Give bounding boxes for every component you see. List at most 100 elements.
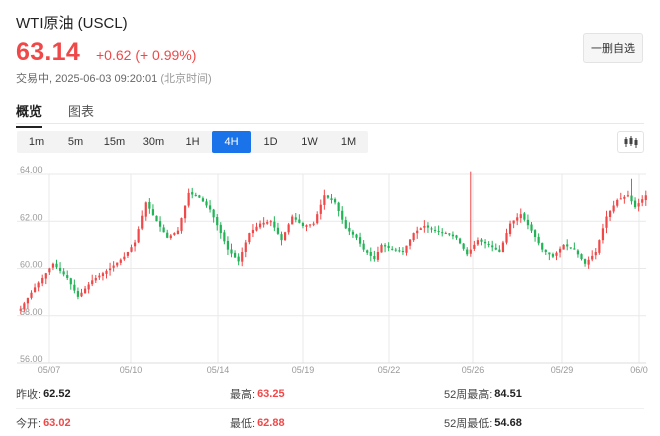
candle-body	[344, 220, 347, 229]
candle-body	[298, 219, 301, 223]
y-tick-label: 60.00	[20, 260, 43, 270]
status-datetime: 2025-06-03 09:20:01	[55, 73, 158, 85]
candle-body	[430, 228, 433, 230]
candle-body	[373, 255, 376, 260]
status-timezone: (北京时间)	[160, 73, 212, 85]
remove-watchlist-button[interactable]: 一删自选	[583, 33, 643, 63]
candle-body	[516, 217, 519, 221]
period-30m[interactable]: 30m	[142, 136, 165, 148]
candle-body	[112, 265, 115, 268]
candle-body	[526, 219, 530, 226]
candle-body	[91, 280, 94, 285]
period-1m[interactable]: 1m	[28, 136, 45, 148]
candle-body	[162, 227, 165, 233]
chart-type-button[interactable]	[617, 131, 644, 153]
candle-body	[137, 229, 140, 243]
candle-body	[594, 251, 597, 256]
candle-body	[251, 229, 255, 234]
candle-body	[26, 298, 30, 304]
period-5m[interactable]: 5m	[67, 136, 84, 148]
candle-body	[548, 252, 551, 255]
candle-body	[441, 232, 444, 234]
candle-body	[287, 224, 290, 233]
candle-body	[366, 250, 369, 253]
candle-body	[391, 248, 394, 250]
candle-body	[644, 195, 647, 201]
candle-body	[187, 192, 190, 206]
candle-body	[630, 195, 633, 202]
period-1d[interactable]: 1D	[263, 136, 278, 148]
candle-body	[244, 242, 247, 252]
candle-body	[408, 239, 412, 246]
view-tabs: 概览 图表	[16, 101, 94, 128]
candle-body	[566, 244, 569, 247]
candle-body	[276, 227, 280, 234]
period-1h[interactable]: 1H	[185, 136, 200, 148]
candle-body	[308, 224, 312, 226]
candle-body	[62, 271, 65, 275]
candle-body	[158, 221, 162, 227]
candle-body	[266, 222, 269, 224]
candle-body	[483, 241, 487, 244]
candle-body	[198, 195, 201, 198]
candle-body	[37, 282, 40, 288]
candle-body	[273, 221, 276, 228]
candle-body	[291, 216, 294, 225]
x-tick-label: 05/07	[38, 365, 61, 375]
period-1w[interactable]: 1W	[301, 136, 318, 148]
candle-body	[641, 199, 644, 203]
tab-overview[interactable]: 概览	[16, 101, 43, 128]
candle-body	[608, 211, 612, 218]
candle-body	[380, 244, 383, 253]
candle-body	[537, 236, 540, 244]
candle-body	[544, 249, 547, 252]
trading-status: 交易中, 2025-06-03 09:20:01 (北京时间)	[16, 70, 212, 86]
candle-body	[194, 194, 197, 197]
candle-body	[41, 277, 44, 284]
candle-body	[180, 218, 183, 231]
candle-body	[248, 233, 251, 243]
candle-body	[623, 196, 626, 199]
candle-body	[219, 224, 222, 234]
candle-body	[451, 234, 455, 237]
candle-body	[73, 284, 76, 291]
candle-body	[87, 284, 90, 290]
candlestick-series	[19, 171, 647, 315]
stats-panel: 昨收: 62.52 最高: 63.25 52周最高: 84.51 今开: 63.…	[16, 380, 644, 436]
candle-body	[208, 205, 212, 210]
candle-body	[58, 267, 62, 271]
candle-body	[316, 214, 319, 224]
candle-body	[330, 198, 333, 200]
stat-52w-high: 52周最高: 84.51	[444, 388, 522, 401]
candle-body	[216, 217, 219, 226]
y-tick-label: 64.00	[20, 165, 43, 175]
candle-body	[555, 252, 558, 256]
candle-body	[44, 273, 47, 279]
period-4h[interactable]: 4H	[212, 131, 251, 153]
period-1mo[interactable]: 1M	[340, 136, 357, 148]
candle-body	[487, 244, 490, 246]
candle-body	[212, 209, 215, 218]
tab-chart[interactable]: 图表	[68, 104, 95, 119]
stats-row: 今开: 63.02 最低: 62.88 52周最低: 54.68	[16, 408, 644, 436]
stat-low: 最低: 62.88	[230, 416, 285, 430]
candle-body	[519, 214, 522, 219]
candle-body	[105, 270, 108, 274]
candle-body	[398, 250, 401, 252]
candle-body	[337, 202, 340, 212]
candle-body	[33, 287, 37, 293]
candle-body	[612, 205, 615, 212]
candle-body	[466, 249, 469, 255]
candle-body	[433, 229, 437, 231]
candle-body	[369, 251, 372, 256]
instrument-title: WTI原油 (USCL)	[16, 15, 128, 32]
candle-body	[55, 263, 58, 268]
candle-body	[394, 249, 397, 251]
period-15m[interactable]: 15m	[103, 136, 126, 148]
last-price: 63.14	[16, 38, 81, 66]
candle-body	[351, 231, 355, 235]
candle-body	[130, 247, 133, 252]
candle-body	[423, 225, 426, 228]
candle-body	[133, 242, 137, 247]
